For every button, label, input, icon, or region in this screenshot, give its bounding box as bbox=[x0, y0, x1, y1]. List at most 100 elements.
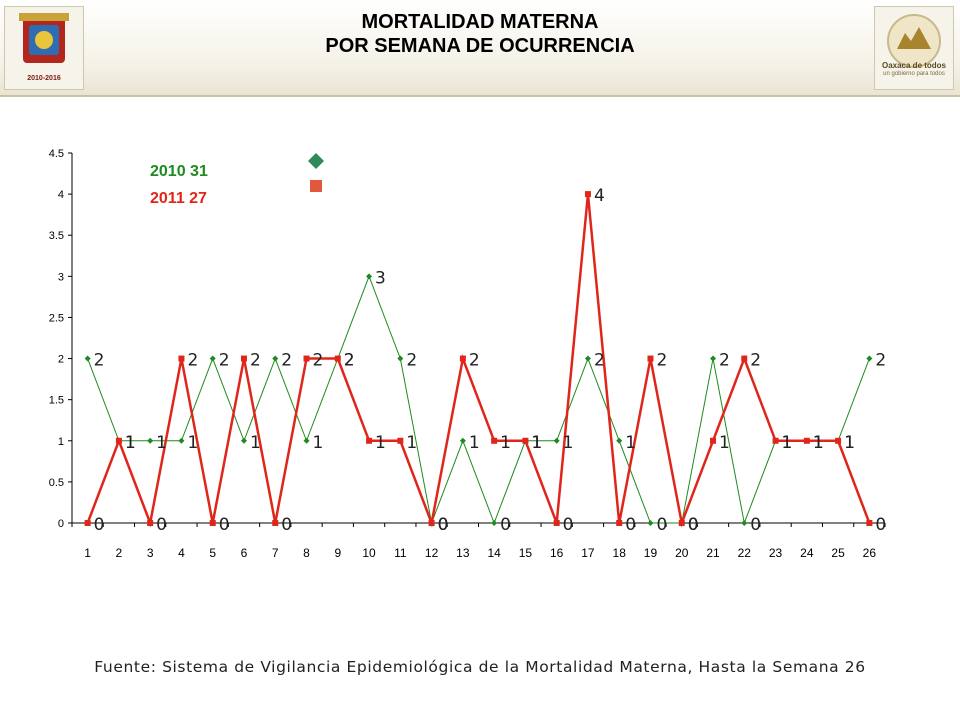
data-point-2011 bbox=[303, 355, 310, 362]
source-note: Fuente: Sistema de Vigilancia Epidemioló… bbox=[94, 658, 866, 676]
data-point-2011 bbox=[178, 355, 185, 362]
x-tick-label: 26 bbox=[863, 546, 877, 560]
data-label: 0 bbox=[750, 515, 761, 535]
x-tick-label: 24 bbox=[800, 546, 814, 560]
data-point-2011 bbox=[647, 355, 654, 362]
y-tick-label: 4 bbox=[58, 189, 64, 201]
data-point-2011 bbox=[334, 355, 341, 362]
data-point-2011 bbox=[835, 437, 842, 444]
data-label: 2 bbox=[406, 351, 417, 371]
data-label: 1 bbox=[250, 433, 261, 453]
data-label: 4 bbox=[594, 186, 605, 206]
x-tick-label: 19 bbox=[644, 546, 658, 560]
x-tick-label: 20 bbox=[675, 546, 689, 560]
y-tick-label: 1 bbox=[58, 436, 64, 448]
y-tick-label: 2 bbox=[58, 354, 64, 366]
x-tick-label: 22 bbox=[738, 546, 752, 560]
data-label: 0 bbox=[281, 515, 292, 535]
y-tick-label: 3.5 bbox=[49, 230, 64, 242]
data-label: 1 bbox=[125, 433, 136, 453]
data-point-2011 bbox=[522, 437, 529, 444]
data-label: 2 bbox=[281, 351, 292, 371]
x-tick-label: 21 bbox=[706, 546, 720, 560]
page-title: MORTALIDAD MATERNA POR SEMANA DE OCURREN… bbox=[140, 10, 820, 58]
x-tick-label: 11 bbox=[394, 546, 407, 560]
y-tick-label: 3 bbox=[58, 271, 64, 283]
data-point-2011 bbox=[209, 520, 216, 526]
data-label: 1 bbox=[375, 433, 386, 453]
seal-icon bbox=[19, 13, 69, 63]
x-tick-label: 7 bbox=[272, 546, 279, 560]
data-point-2010 bbox=[147, 437, 154, 444]
x-tick-label: 4 bbox=[178, 546, 185, 560]
data-label: 2 bbox=[750, 351, 761, 371]
y-tick-label: 0.5 bbox=[49, 477, 64, 489]
data-label: 1 bbox=[813, 433, 824, 453]
data-point-2011 bbox=[553, 520, 560, 526]
x-tick-label: 17 bbox=[581, 546, 595, 560]
x-tick-label: 8 bbox=[303, 546, 310, 560]
data-point-2010 bbox=[240, 437, 247, 444]
data-label: 2 bbox=[719, 351, 730, 371]
legend-entry-2011: 2011 27 bbox=[150, 190, 207, 207]
x-tick-label: 5 bbox=[209, 546, 216, 560]
legend-diamond-marker bbox=[308, 153, 324, 169]
data-label: 0 bbox=[438, 515, 449, 535]
data-point-2011 bbox=[741, 355, 748, 362]
data-label: 0 bbox=[656, 515, 667, 535]
data-point-2010 bbox=[84, 355, 91, 362]
data-label: 2 bbox=[219, 351, 230, 371]
data-label: 3 bbox=[375, 268, 386, 288]
data-point-2011 bbox=[459, 355, 466, 362]
data-point-2010 bbox=[178, 437, 185, 444]
x-tick-label: 2 bbox=[116, 546, 123, 560]
x-tick-label: 15 bbox=[519, 546, 533, 560]
title-line-1: MORTALIDAD MATERNA bbox=[361, 11, 599, 33]
data-point-2010 bbox=[866, 355, 873, 362]
data-label: 2 bbox=[594, 351, 605, 371]
data-label: 1 bbox=[531, 433, 542, 453]
data-point-2010 bbox=[584, 355, 591, 362]
data-point-2011 bbox=[584, 191, 591, 198]
x-tick-label: 9 bbox=[334, 546, 341, 560]
data-label: 1 bbox=[531, 433, 542, 453]
series-line-2011 bbox=[86, 193, 871, 528]
data-point-2010 bbox=[741, 520, 748, 526]
y-tick-label: 2.5 bbox=[49, 312, 64, 324]
data-label: 0 bbox=[219, 515, 230, 535]
data-label: 1 bbox=[125, 433, 136, 453]
data-label: 2 bbox=[313, 351, 324, 371]
data-point-2011 bbox=[84, 520, 91, 526]
data-point-2011 bbox=[147, 520, 154, 526]
data-label: 2 bbox=[875, 351, 886, 371]
data-label: 1 bbox=[782, 433, 793, 453]
data-point-2010 bbox=[397, 355, 404, 362]
x-tick-label: 23 bbox=[769, 546, 783, 560]
data-label: 2 bbox=[344, 351, 355, 371]
x-tick-label: 18 bbox=[613, 546, 627, 560]
logo-left-caption: 2010-2016 bbox=[27, 75, 61, 82]
data-point-2010 bbox=[272, 355, 279, 362]
data-label: 1 bbox=[782, 433, 793, 453]
data-point-2011 bbox=[678, 520, 685, 526]
data-point-2010 bbox=[209, 355, 216, 362]
data-label: 1 bbox=[313, 433, 324, 453]
data-label: 2 bbox=[187, 351, 198, 371]
data-label: 2 bbox=[94, 351, 105, 371]
data-point-2011 bbox=[366, 437, 373, 444]
data-point-2010 bbox=[303, 437, 310, 444]
y-tick-label: 0 bbox=[58, 518, 64, 530]
data-point-2011 bbox=[866, 520, 873, 526]
data-label: 0 bbox=[94, 515, 105, 535]
data-label: 0 bbox=[625, 515, 636, 535]
data-label: 0 bbox=[563, 515, 574, 535]
x-tick-label: 13 bbox=[456, 546, 470, 560]
emblem-icon bbox=[887, 14, 941, 68]
data-point-2011 bbox=[491, 437, 498, 444]
series-line-2010 bbox=[87, 274, 870, 525]
data-point-2011 bbox=[710, 437, 717, 444]
data-point-2011 bbox=[272, 520, 279, 526]
data-point-2011 bbox=[240, 355, 247, 362]
data-label: 1 bbox=[844, 433, 855, 453]
data-label: 1 bbox=[406, 433, 417, 453]
